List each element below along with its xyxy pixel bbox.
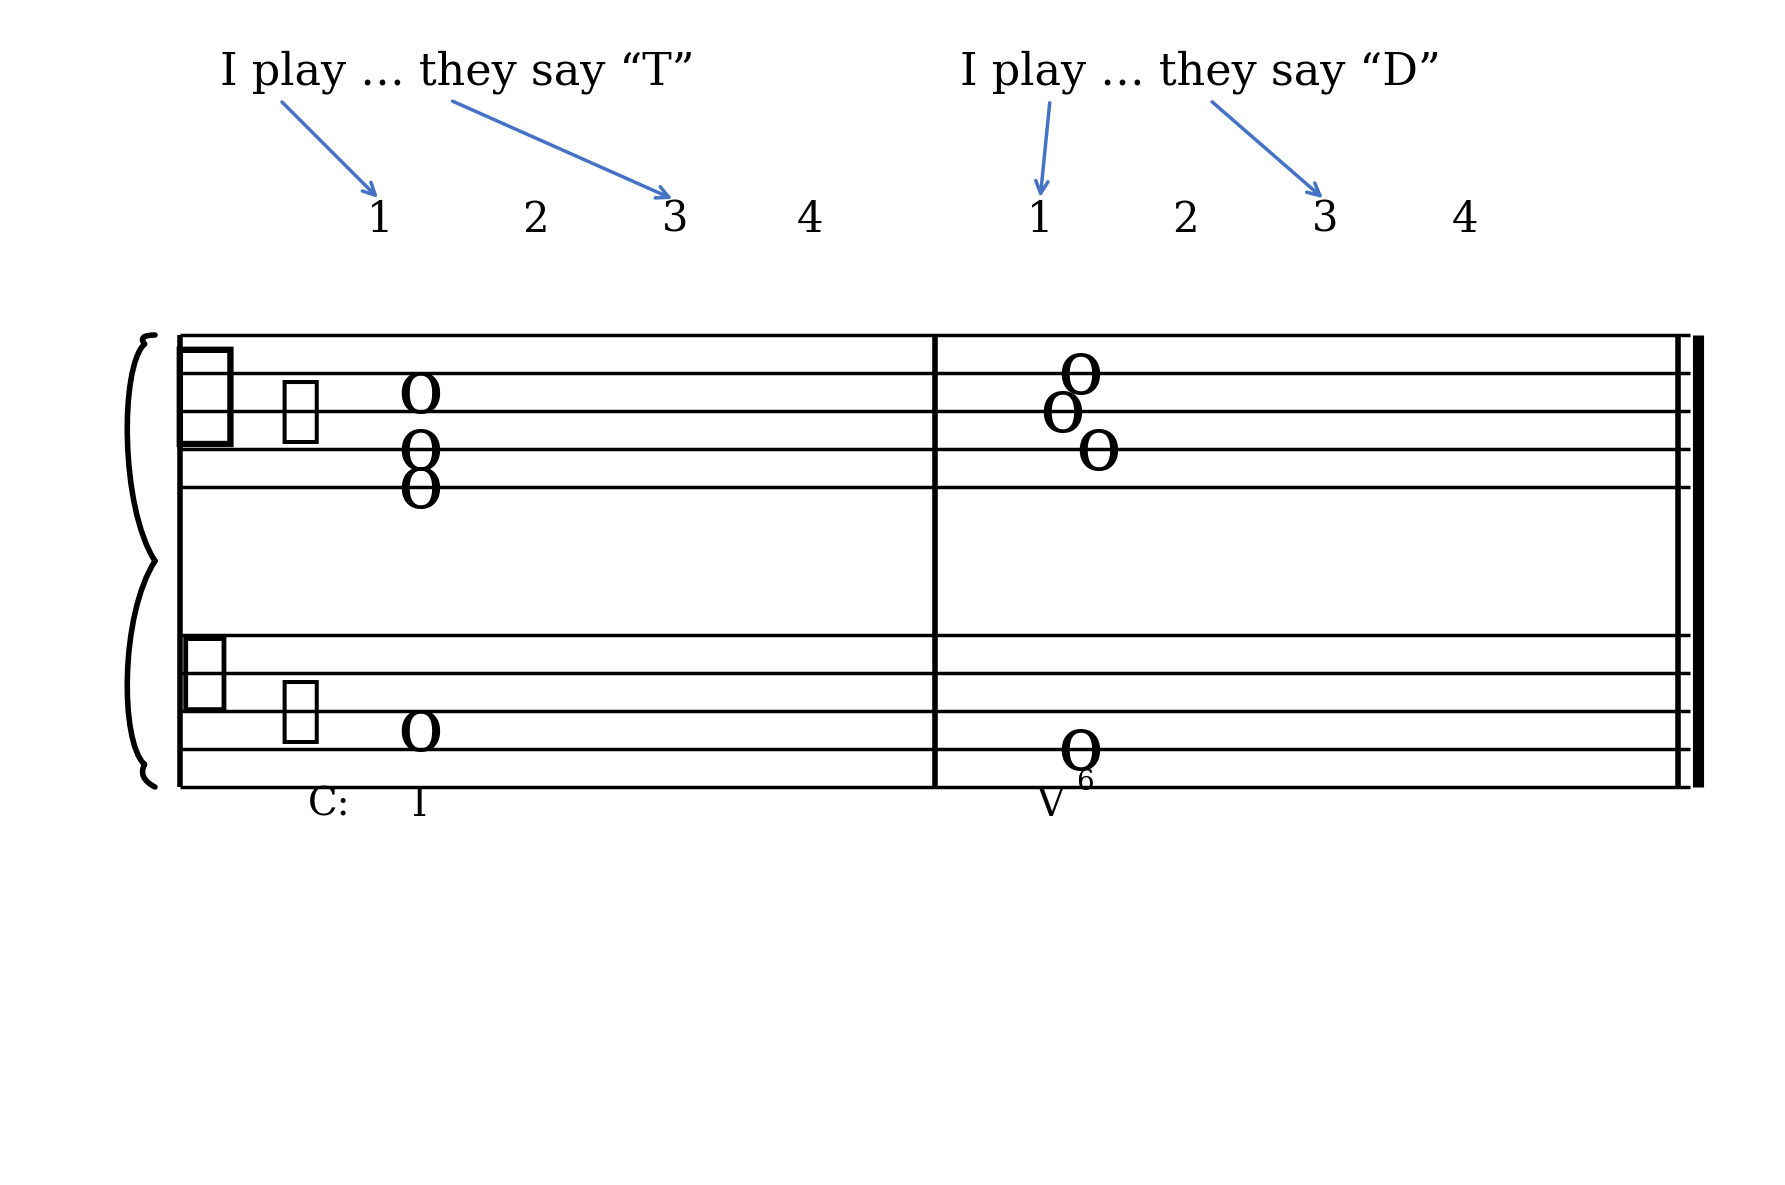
Text: 1: 1 [366, 199, 393, 241]
Text: I: I [412, 787, 428, 824]
Text: 3: 3 [662, 199, 689, 241]
Text: 𝄢: 𝄢 [178, 632, 230, 715]
Text: V: V [1035, 787, 1064, 824]
Text: 6: 6 [1076, 769, 1094, 796]
Text: 4: 4 [796, 199, 823, 241]
Text: 4: 4 [1451, 199, 1478, 241]
Text: I play … they say “T”: I play … they say “T” [220, 50, 694, 94]
Text: o: o [1075, 412, 1121, 486]
Text: C:: C: [307, 787, 350, 824]
Text: I play … they say “D”: I play … they say “D” [960, 50, 1440, 94]
Text: 2: 2 [1171, 199, 1198, 241]
Text: 𝄴: 𝄴 [278, 376, 321, 447]
Text: 3: 3 [1312, 199, 1339, 241]
Text: o: o [396, 450, 443, 524]
Text: 2: 2 [521, 199, 548, 241]
Text: 𝄞: 𝄞 [171, 341, 239, 451]
Text: o: o [396, 693, 443, 767]
Text: o: o [396, 356, 443, 429]
Text: o: o [1039, 374, 1085, 448]
Text: 𝄴: 𝄴 [278, 675, 321, 747]
Text: 1: 1 [1026, 199, 1053, 241]
Text: o: o [1057, 337, 1103, 410]
Text: o: o [396, 412, 443, 486]
Text: o: o [1057, 712, 1103, 786]
